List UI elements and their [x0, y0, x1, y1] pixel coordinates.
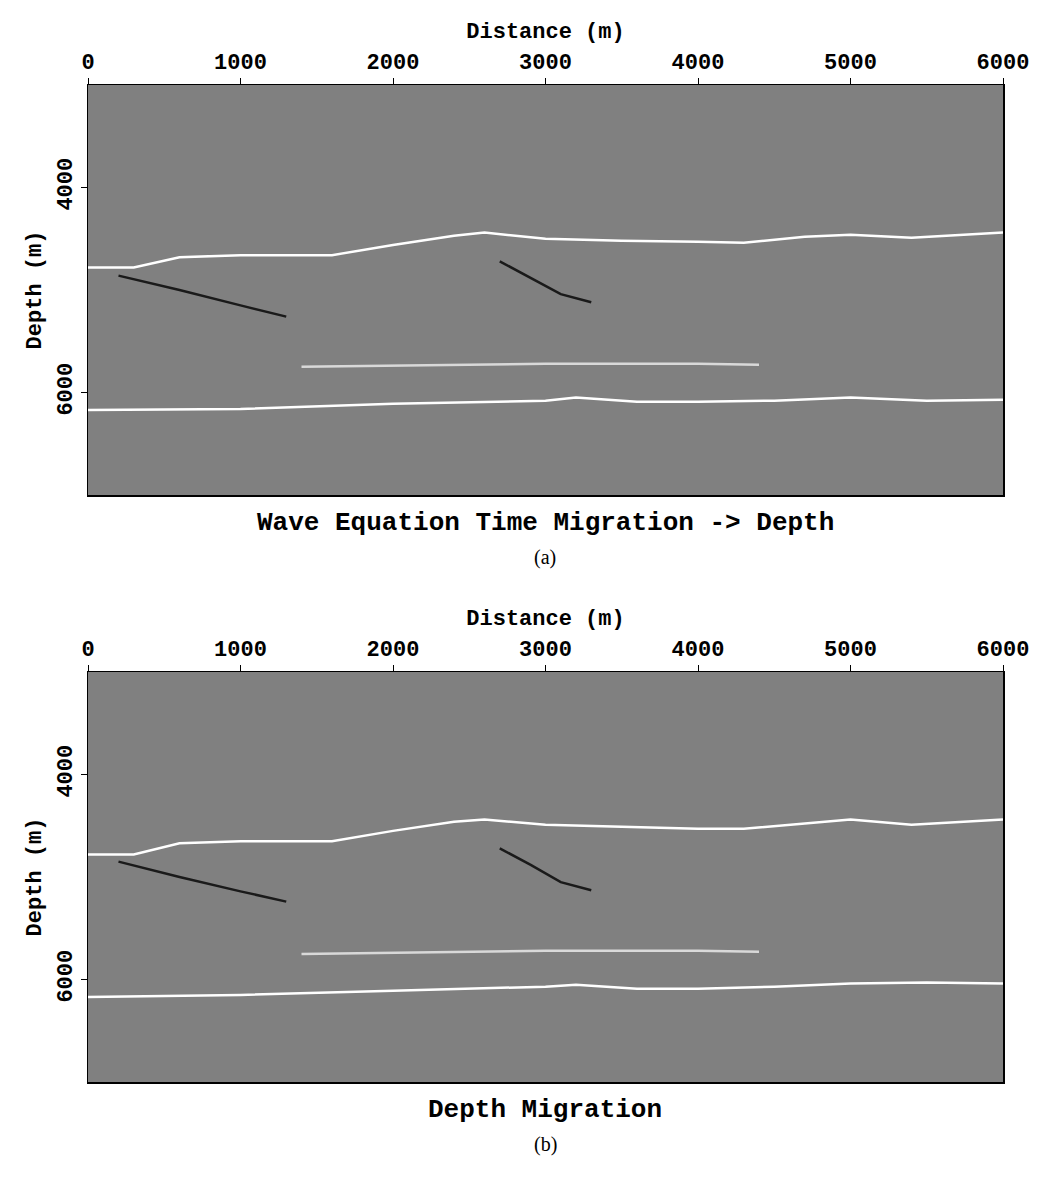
svg-text:Depth Migration: Depth Migration [428, 1095, 662, 1125]
svg-text:6000: 6000 [54, 950, 79, 1003]
svg-text:1000: 1000 [214, 51, 267, 76]
svg-text:Wave Equation Time Migration -: Wave Equation Time Migration -> Depth [257, 508, 834, 538]
svg-text:(a): (a) [534, 546, 556, 569]
svg-text:5000: 5000 [824, 638, 877, 663]
svg-text:Depth (m): Depth (m) [23, 818, 48, 937]
svg-text:Distance (m): Distance (m) [466, 20, 624, 45]
svg-text:3000: 3000 [519, 51, 572, 76]
svg-text:6000: 6000 [54, 363, 79, 416]
svg-text:4000: 4000 [672, 51, 725, 76]
svg-text:(b): (b) [534, 1133, 557, 1156]
svg-text:Depth (m): Depth (m) [23, 231, 48, 350]
svg-text:0: 0 [81, 51, 94, 76]
svg-text:0: 0 [81, 638, 94, 663]
svg-text:1000: 1000 [214, 638, 267, 663]
svg-text:4000: 4000 [54, 158, 79, 211]
svg-text:2000: 2000 [367, 51, 420, 76]
svg-text:3000: 3000 [519, 638, 572, 663]
svg-text:2000: 2000 [367, 638, 420, 663]
svg-text:6000: 6000 [977, 51, 1030, 76]
svg-text:5000: 5000 [824, 51, 877, 76]
svg-text:Distance (m): Distance (m) [466, 607, 624, 632]
svg-text:4000: 4000 [54, 745, 79, 798]
svg-text:6000: 6000 [977, 638, 1030, 663]
svg-text:4000: 4000 [672, 638, 725, 663]
